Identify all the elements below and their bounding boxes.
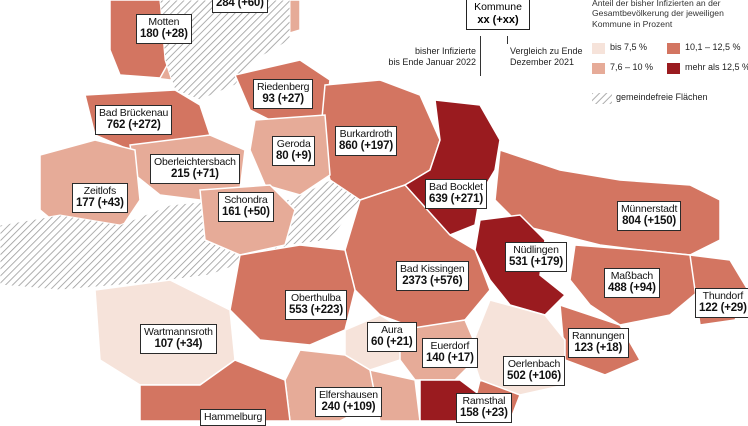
legend-swatch-4 xyxy=(667,63,680,74)
label-thundorf: Thundorf 122 (+29) xyxy=(695,288,748,319)
legend-label-2: 7,6 – 10 % xyxy=(610,62,654,72)
legend-swatch-hatch xyxy=(592,93,612,104)
legend-note-infizierte: bisher Infizierte bis Ende Januar 2022 xyxy=(388,46,476,67)
legend-kommune-value: xx (+xx) xyxy=(477,13,519,26)
label-ramsthal: Ramsthal 158 (+23) xyxy=(456,393,512,424)
legend-label-3: 10,1 – 12,5 % xyxy=(685,42,741,52)
legend-note-vergleich: Vergleich zu Ende Dezember 2021 xyxy=(510,46,583,67)
legend-header: Anteil der bisher Infizierten an der Ges… xyxy=(592,0,724,29)
label-geroda: Geroda 80 (+9) xyxy=(272,136,316,167)
label-oberleichtersbach: Oberleichtersbach 215 (+71) xyxy=(150,154,240,185)
label-oberthulba: Oberthulba 553 (+223) xyxy=(285,290,347,321)
legend-kommune-name: Kommune xyxy=(474,1,522,13)
label-motten: Motten 180 (+28) xyxy=(136,14,192,45)
label-riedenberg: Riedenberg 93 (+27) xyxy=(253,79,314,110)
label-bad-bocklet: Bad Bocklet 639 (+271) xyxy=(425,179,487,210)
region-hammelburg xyxy=(139,359,291,421)
label-burkardroth: Burkardroth 860 (+197) xyxy=(335,126,397,157)
legend-label-1: bis 7,5 % xyxy=(610,42,648,52)
label-oerlenbach: Oerlenbach 502 (+106) xyxy=(503,356,565,387)
label-nuedlingen: Nüdlingen 531 (+179) xyxy=(505,242,567,273)
label-euerdorf: Euerdorf 140 (+17) xyxy=(422,338,478,369)
legend-kommune-box: Kommune xx (+xx) xyxy=(466,0,530,30)
legend-swatch-3 xyxy=(667,43,680,54)
legend-swatch-1 xyxy=(592,43,605,54)
label-schondra: Schondra 161 (+50) xyxy=(218,192,274,223)
label-wartmannsroth: Wartmannsroth 107 (+34) xyxy=(140,324,217,355)
label-hammelburg: Hammelburg xyxy=(200,409,267,426)
label-bad-kissingen: Bad Kissingen 2373 (+576) xyxy=(396,261,469,292)
label-elfershausen: Elfershausen 240 (+109) xyxy=(315,387,382,418)
label-aura: Aura 60 (+21) xyxy=(367,322,417,353)
label-bad-brueckenau: Bad Brückenau 762 (+272) xyxy=(95,105,173,136)
legend-label-gemeindefrei: gemeindefreie Flächen xyxy=(616,92,708,102)
legend-connector-right xyxy=(507,36,508,44)
label-zeitlofs: Zeitlofs 177 (+43) xyxy=(72,183,128,214)
legend-swatch-2 xyxy=(592,63,605,74)
legend-connector-left xyxy=(480,36,481,76)
label-muennerstadt: Münnerstadt 804 (+150) xyxy=(617,201,682,232)
gemeindefrei-north xyxy=(159,0,291,101)
label-rannungen: Rannungen 123 (+18) xyxy=(568,328,629,359)
label-massbach: Maßbach 488 (+94) xyxy=(604,268,660,299)
legend-label-4: mehr als 12,5 % xyxy=(685,62,748,72)
label-top: 284 (+60) xyxy=(212,0,268,14)
